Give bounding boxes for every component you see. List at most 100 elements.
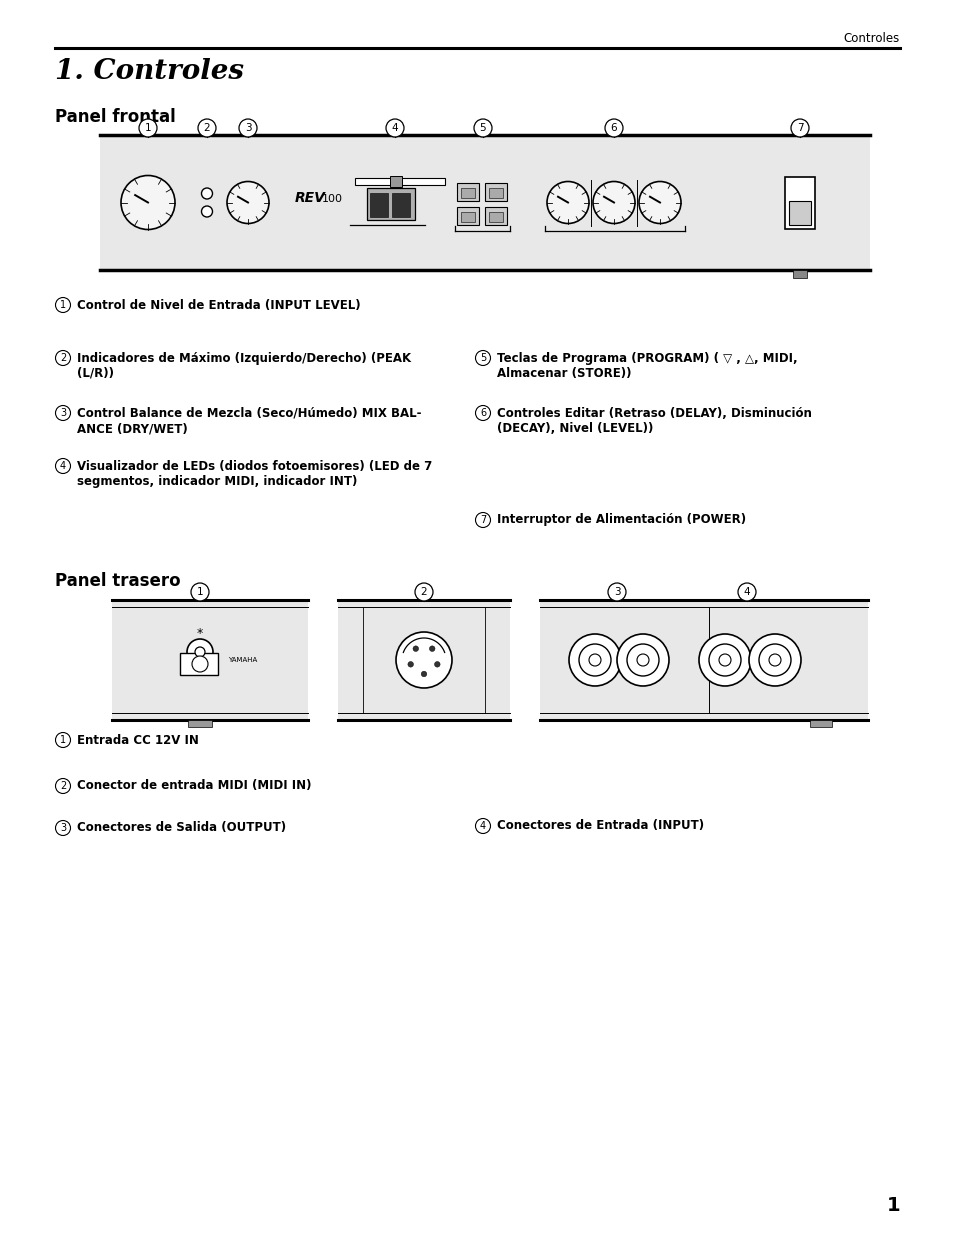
Circle shape — [617, 634, 668, 685]
Bar — [489, 188, 502, 198]
Circle shape — [239, 119, 256, 137]
Bar — [484, 206, 506, 225]
Circle shape — [578, 643, 610, 676]
Circle shape — [699, 634, 750, 685]
Circle shape — [55, 351, 71, 366]
Text: 4: 4 — [479, 821, 485, 831]
Text: 4: 4 — [743, 587, 749, 597]
Text: Controles Editar (Retraso (DELAY), Disminución
(DECAY), Nivel (LEVEL)): Controles Editar (Retraso (DELAY), Dismi… — [497, 408, 811, 435]
Text: Control Balance de Mezcla (Seco/Húmedo) MIX BAL-
ANCE (DRY/WET): Control Balance de Mezcla (Seco/Húmedo) … — [77, 408, 421, 435]
Bar — [784, 177, 814, 228]
Circle shape — [546, 182, 588, 224]
Text: 3: 3 — [244, 124, 251, 133]
Circle shape — [194, 647, 205, 657]
Text: 1: 1 — [60, 735, 66, 745]
Text: 4: 4 — [60, 461, 66, 471]
Circle shape — [139, 119, 157, 137]
Bar — [392, 193, 410, 216]
Text: Controles: Controles — [842, 32, 899, 44]
Text: Entrada CC 12V IN: Entrada CC 12V IN — [77, 734, 198, 746]
Text: Visualizador de LEDs (diodos fotoemisores) (LED de 7
segmentos, indicador MIDI, : Visualizador de LEDs (diodos fotoemisore… — [77, 459, 432, 488]
Text: 7: 7 — [479, 515, 486, 525]
Bar — [456, 183, 478, 200]
Bar — [484, 183, 506, 200]
Circle shape — [759, 643, 790, 676]
Circle shape — [227, 182, 269, 224]
Text: Conectores de Salida (OUTPUT): Conectores de Salida (OUTPUT) — [77, 821, 286, 835]
Text: 1: 1 — [145, 124, 152, 133]
Text: 2: 2 — [60, 781, 66, 790]
Text: 5: 5 — [479, 353, 486, 363]
Circle shape — [421, 671, 426, 677]
Circle shape — [413, 646, 418, 652]
Bar — [460, 211, 475, 221]
Circle shape — [415, 583, 433, 601]
Bar — [489, 211, 502, 221]
Text: 4: 4 — [392, 124, 398, 133]
Bar — [100, 135, 869, 270]
Circle shape — [386, 119, 403, 137]
Circle shape — [639, 182, 680, 224]
Circle shape — [429, 646, 435, 652]
Circle shape — [55, 778, 71, 794]
Text: Conectores de Entrada (INPUT): Conectores de Entrada (INPUT) — [497, 820, 703, 832]
Bar — [112, 600, 308, 720]
Circle shape — [768, 655, 781, 666]
Circle shape — [55, 732, 71, 747]
Text: Teclas de Programa (PROGRAM) ( ▽ , △, MIDI,
Almacenar (STORE)): Teclas de Programa (PROGRAM) ( ▽ , △, MI… — [497, 352, 797, 380]
Text: 3: 3 — [60, 823, 66, 832]
Circle shape — [121, 175, 174, 230]
Circle shape — [187, 638, 213, 664]
Circle shape — [201, 188, 213, 199]
Text: 1: 1 — [885, 1195, 899, 1215]
Bar — [809, 720, 831, 727]
Circle shape — [55, 298, 71, 312]
Circle shape — [191, 583, 209, 601]
Bar — [788, 200, 810, 225]
Circle shape — [434, 662, 439, 667]
Circle shape — [626, 643, 659, 676]
Text: 1: 1 — [196, 587, 203, 597]
Circle shape — [475, 351, 490, 366]
Bar — [539, 600, 867, 720]
Text: 1: 1 — [60, 300, 66, 310]
Bar — [460, 188, 475, 198]
Text: 6: 6 — [610, 124, 617, 133]
Text: 3: 3 — [613, 587, 619, 597]
Circle shape — [607, 583, 625, 601]
Circle shape — [475, 405, 490, 420]
Circle shape — [475, 819, 490, 834]
Text: YAMAHA: YAMAHA — [228, 657, 257, 663]
Text: 1. Controles: 1. Controles — [55, 58, 244, 85]
Bar — [180, 653, 218, 676]
Text: 5: 5 — [479, 124, 486, 133]
Circle shape — [738, 583, 755, 601]
Text: 7: 7 — [796, 124, 802, 133]
Text: Panel trasero: Panel trasero — [55, 572, 180, 590]
Bar — [188, 720, 212, 727]
Text: 2: 2 — [60, 353, 66, 363]
Circle shape — [568, 634, 620, 685]
Bar — [390, 175, 401, 186]
Text: 6: 6 — [479, 408, 485, 417]
Bar — [456, 206, 478, 225]
Circle shape — [588, 655, 600, 666]
Bar — [792, 270, 806, 278]
Text: 3: 3 — [60, 408, 66, 417]
Bar — [355, 178, 444, 184]
Text: Control de Nivel de Entrada (INPUT LEVEL): Control de Nivel de Entrada (INPUT LEVEL… — [77, 299, 360, 311]
Text: *: * — [196, 627, 203, 641]
Circle shape — [637, 655, 648, 666]
Circle shape — [198, 119, 215, 137]
Circle shape — [395, 632, 452, 688]
Circle shape — [593, 182, 635, 224]
Circle shape — [474, 119, 492, 137]
Circle shape — [708, 643, 740, 676]
Text: Interruptor de Alimentación (POWER): Interruptor de Alimentación (POWER) — [497, 514, 745, 526]
Circle shape — [55, 405, 71, 420]
Circle shape — [192, 656, 208, 672]
Text: Conector de entrada MIDI (MIDI IN): Conector de entrada MIDI (MIDI IN) — [77, 779, 312, 793]
Bar — [367, 188, 415, 220]
Text: Indicadores de Máximo (Izquierdo/Derecho) (PEAK
(L/R)): Indicadores de Máximo (Izquierdo/Derecho… — [77, 352, 411, 380]
Circle shape — [475, 513, 490, 527]
